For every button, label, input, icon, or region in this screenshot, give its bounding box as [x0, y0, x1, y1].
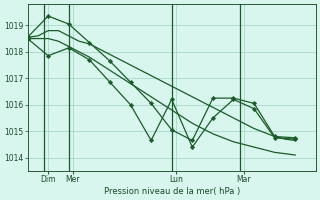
X-axis label: Pression niveau de la mer( hPa ): Pression niveau de la mer( hPa )	[104, 187, 240, 196]
